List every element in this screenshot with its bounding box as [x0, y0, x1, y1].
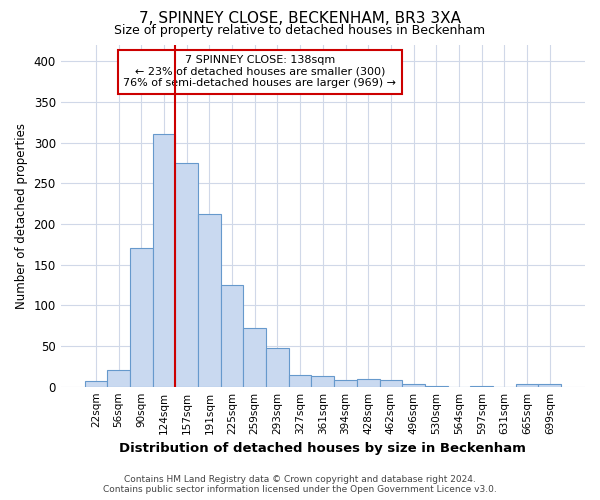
X-axis label: Distribution of detached houses by size in Beckenham: Distribution of detached houses by size … — [119, 442, 526, 455]
Text: 7 SPINNEY CLOSE: 138sqm
← 23% of detached houses are smaller (300)
76% of semi-d: 7 SPINNEY CLOSE: 138sqm ← 23% of detache… — [124, 56, 397, 88]
Bar — [221, 285, 244, 386]
Bar — [244, 328, 266, 386]
Text: 7, SPINNEY CLOSE, BECKENHAM, BR3 3XA: 7, SPINNEY CLOSE, BECKENHAM, BR3 3XA — [139, 11, 461, 26]
Bar — [85, 381, 107, 386]
Y-axis label: Number of detached properties: Number of detached properties — [15, 123, 28, 309]
Bar — [289, 376, 311, 386]
Bar — [130, 248, 152, 386]
Bar — [198, 214, 221, 386]
Bar — [357, 380, 380, 386]
Bar — [538, 384, 561, 386]
Bar — [380, 380, 402, 386]
Bar — [107, 370, 130, 386]
Bar — [266, 348, 289, 387]
Bar — [175, 163, 198, 386]
Bar — [152, 134, 175, 386]
Bar — [402, 384, 425, 386]
Text: Size of property relative to detached houses in Beckenham: Size of property relative to detached ho… — [115, 24, 485, 37]
Text: Contains HM Land Registry data © Crown copyright and database right 2024.
Contai: Contains HM Land Registry data © Crown c… — [103, 474, 497, 494]
Bar — [311, 376, 334, 386]
Bar — [516, 384, 538, 386]
Bar — [334, 380, 357, 386]
